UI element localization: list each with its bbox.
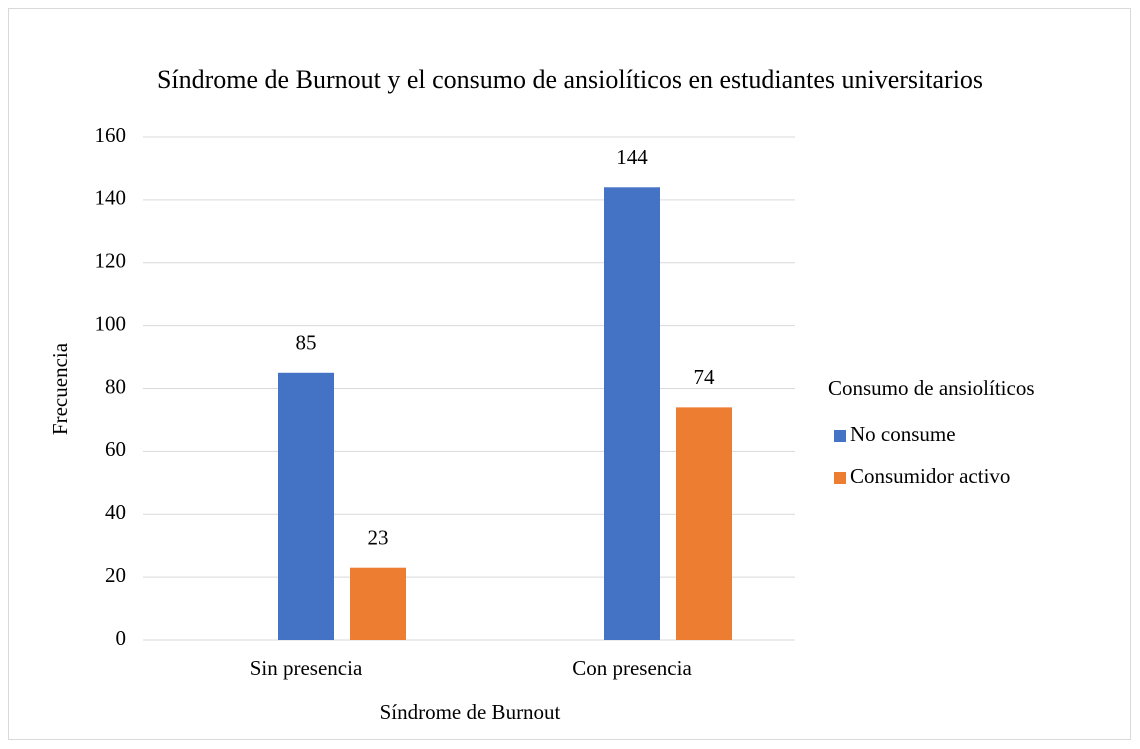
x-tick-label: Sin presencia [250, 656, 363, 680]
x-tick-label: Con presencia [572, 656, 692, 680]
y-tick-label: 40 [105, 500, 126, 524]
legend-swatch [834, 430, 846, 442]
legend-swatch [834, 472, 846, 484]
bar [676, 407, 732, 640]
data-label: 144 [616, 145, 648, 169]
data-label: 74 [694, 365, 716, 389]
bar [350, 567, 406, 640]
y-tick-label: 0 [116, 626, 127, 650]
legend-title: Consumo de ansiolíticos [828, 376, 1035, 400]
y-tick-label: 20 [105, 563, 126, 587]
y-axis-title: Frecuencia [48, 342, 72, 435]
chart-title: Síndrome de Burnout y el consumo de ansi… [156, 65, 984, 94]
y-tick-label: 100 [95, 311, 127, 335]
data-label: 23 [368, 526, 389, 550]
legend-label: Consumidor activo [850, 464, 1010, 488]
bar [604, 187, 660, 641]
legend-label: No consume [850, 422, 956, 446]
y-tick-label: 140 [95, 186, 127, 210]
data-label: 85 [296, 331, 317, 355]
y-tick-label: 80 [105, 374, 126, 398]
y-tick-label: 120 [95, 249, 127, 273]
y-tick-label: 60 [105, 437, 126, 461]
bar [278, 372, 334, 640]
chart-border [8, 8, 1131, 740]
x-axis-title: Síndrome de Burnout [380, 700, 561, 724]
y-tick-label: 160 [95, 123, 127, 147]
